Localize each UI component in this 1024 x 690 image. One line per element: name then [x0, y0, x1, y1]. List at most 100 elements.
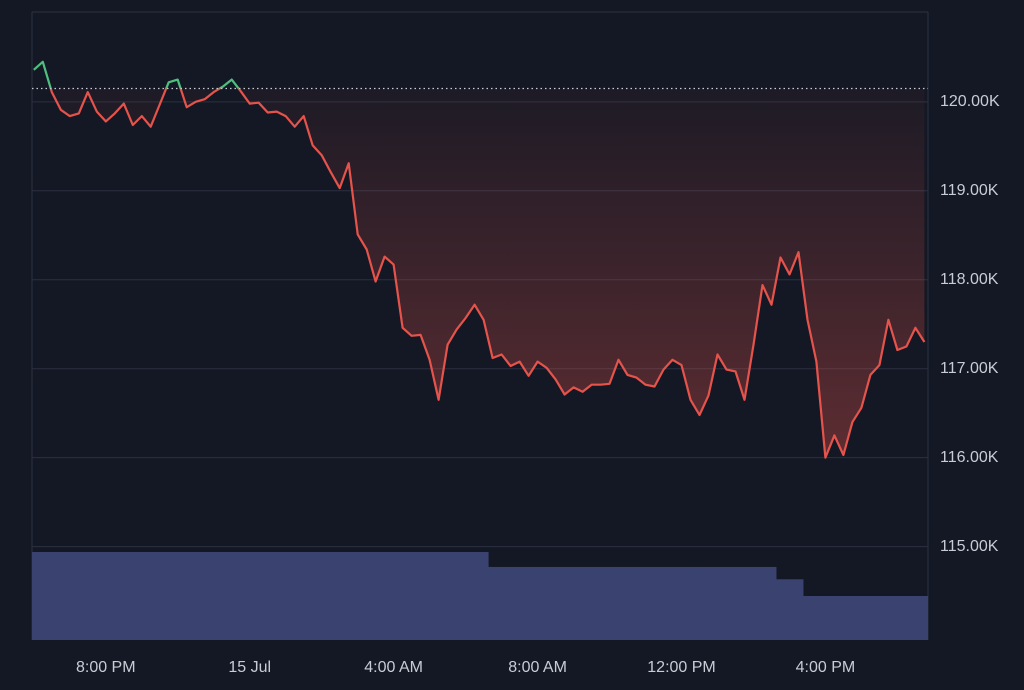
volume-bar [83, 552, 93, 640]
volume-bar [497, 566, 507, 640]
volume-bar [632, 566, 642, 640]
volume-bar [236, 552, 246, 640]
volume-bar [596, 566, 606, 640]
volume-bar [254, 552, 264, 640]
volume-bar [461, 552, 471, 640]
volume-bar [146, 552, 156, 640]
volume-bar [730, 566, 741, 640]
volume-bar [623, 566, 633, 640]
volume-bar [865, 596, 876, 640]
y-tick-label: 118.00K [940, 271, 999, 288]
volume-bar [281, 552, 291, 640]
volume-bar [479, 552, 489, 640]
volume-bar [650, 566, 660, 640]
volume-bar [551, 566, 561, 640]
volume-bar [272, 552, 282, 640]
volume-bar [569, 566, 579, 640]
volume-bar [92, 552, 102, 640]
volume-bar [695, 566, 705, 640]
volume-bar [353, 552, 363, 640]
volume-bar [793, 579, 804, 640]
volume-bar [380, 552, 390, 640]
volume-bar [245, 552, 255, 640]
y-tick-label: 116.00K [940, 449, 999, 466]
y-tick-label: 115.00K [940, 538, 999, 555]
volume-bar [47, 552, 57, 640]
volume-bar [686, 566, 696, 640]
y-tick-label: 119.00K [940, 182, 999, 199]
volume-bar [290, 552, 300, 640]
volume-bar [128, 552, 138, 640]
volume-bar [677, 566, 687, 640]
volume-bar [802, 596, 813, 640]
volume-bar [757, 566, 768, 640]
volume-bar [317, 552, 327, 640]
volume-bar [389, 552, 399, 640]
volume-bar [119, 552, 129, 640]
volume-bar [712, 566, 723, 640]
volume-bar [506, 566, 516, 640]
volume-bar [164, 552, 174, 640]
volume-bar [344, 552, 354, 640]
area-fill [33, 88, 925, 458]
volume-bar [874, 596, 885, 640]
volume-bar [883, 596, 894, 640]
volume-bar [721, 566, 732, 640]
volume-bar [910, 596, 921, 640]
y-tick-label: 120.00K [940, 93, 1000, 110]
volume-bar [641, 566, 651, 640]
volume-bar [542, 566, 552, 640]
volume-bar [191, 552, 201, 640]
volume-bar [407, 552, 417, 640]
x-tick-label: 12:00 PM [647, 659, 715, 676]
volume-bar [182, 552, 192, 640]
volume-bar [227, 552, 237, 640]
volume-bar [452, 552, 462, 640]
y-tick-label: 117.00K [940, 360, 999, 377]
volume-bar [74, 552, 84, 640]
volume-bar [56, 552, 66, 640]
volume-bar [362, 552, 372, 640]
volume-bar [668, 566, 678, 640]
x-tick-label: 15 Jul [228, 659, 271, 676]
volume-bar [838, 596, 849, 640]
volume-bar [326, 552, 336, 640]
volume-bar [533, 566, 543, 640]
volume-bar [173, 552, 183, 640]
x-tick-label: 4:00 AM [364, 659, 423, 676]
volume-bar [137, 552, 147, 640]
volume-bar [820, 596, 831, 640]
volume-bar [110, 552, 120, 640]
volume-bar [308, 552, 318, 640]
volume-bar [829, 596, 840, 640]
volume-bar [38, 552, 48, 640]
volume-bar [587, 566, 597, 640]
volume-bar [560, 566, 570, 640]
volume-bar [371, 552, 381, 640]
volume-bar [32, 552, 42, 640]
volume-bar [856, 596, 867, 640]
x-tick-label: 4:00 PM [796, 659, 856, 676]
volume-bar [443, 552, 453, 640]
volume-bar [524, 566, 534, 640]
volume-bar [659, 566, 669, 640]
volume-bar [578, 566, 588, 640]
volume-bar [398, 552, 408, 640]
volume-bar [299, 552, 309, 640]
volume-bar [515, 566, 525, 640]
volume-bar [155, 552, 165, 640]
x-tick-label: 8:00 AM [508, 659, 567, 676]
volume-bar [425, 552, 435, 640]
volume-bar [209, 552, 219, 640]
volume-bar [614, 566, 624, 640]
volume-bar [704, 566, 714, 640]
volume-bar [784, 579, 795, 640]
volume-bar [470, 552, 480, 640]
volume-bar [101, 552, 111, 640]
volume-bar [847, 596, 858, 640]
volume-bar [919, 596, 928, 640]
volume-bar [488, 566, 498, 640]
x-tick-label: 8:00 PM [76, 659, 136, 676]
price-line [33, 60, 926, 459]
